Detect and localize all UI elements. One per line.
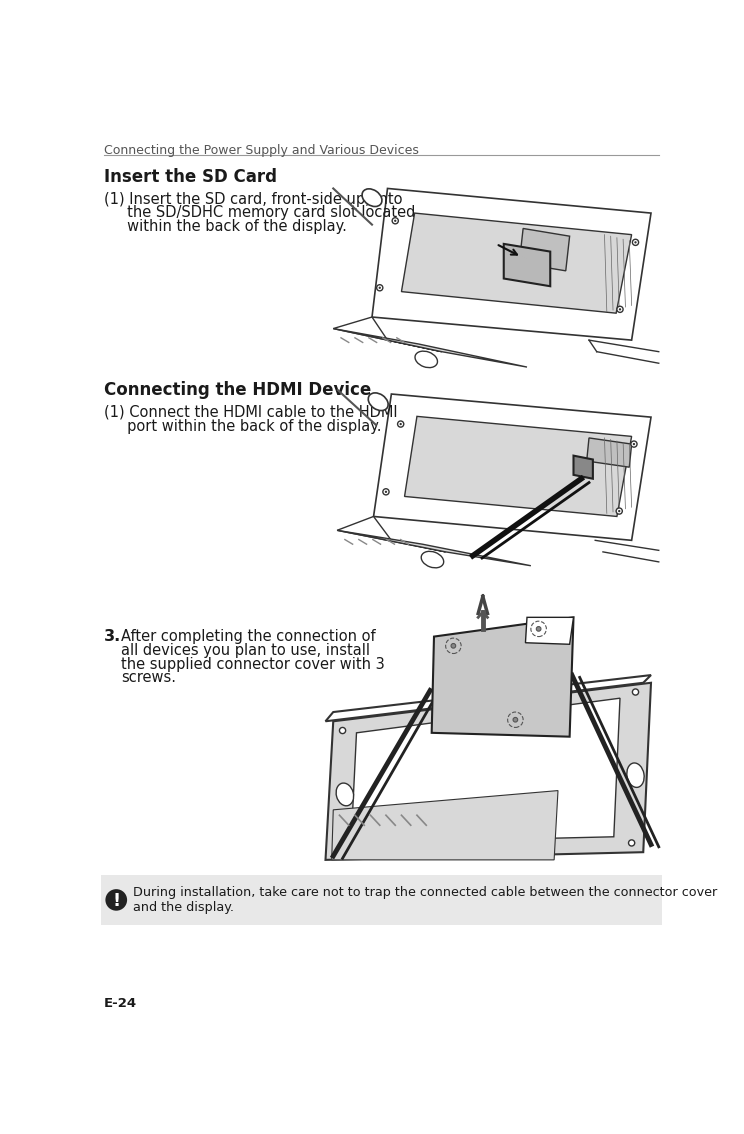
- Text: Insert the SD Card: Insert the SD Card: [104, 169, 277, 186]
- Text: (1) Connect the HDMI cable to the HDMI: (1) Connect the HDMI cable to the HDMI: [104, 405, 397, 420]
- Polygon shape: [337, 516, 446, 552]
- Polygon shape: [337, 531, 531, 566]
- Circle shape: [632, 689, 638, 695]
- Circle shape: [392, 218, 398, 223]
- Ellipse shape: [368, 392, 388, 411]
- Polygon shape: [332, 790, 558, 860]
- Circle shape: [334, 849, 340, 855]
- Text: Connecting the Power Supply and Various Devices: Connecting the Power Supply and Various …: [104, 144, 419, 156]
- Text: After completing the connection of: After completing the connection of: [121, 629, 376, 644]
- Circle shape: [617, 306, 623, 312]
- Circle shape: [513, 718, 518, 722]
- Circle shape: [616, 508, 622, 514]
- Ellipse shape: [336, 784, 353, 806]
- FancyBboxPatch shape: [100, 875, 662, 924]
- Ellipse shape: [362, 189, 382, 206]
- Text: 3.: 3.: [104, 629, 121, 644]
- Circle shape: [379, 287, 381, 289]
- Text: (1) Insert the SD card, front-side up, into: (1) Insert the SD card, front-side up, i…: [104, 192, 403, 206]
- Polygon shape: [432, 617, 574, 737]
- Ellipse shape: [627, 763, 644, 787]
- Text: screws.: screws.: [121, 670, 176, 685]
- Circle shape: [106, 889, 127, 911]
- Ellipse shape: [415, 352, 437, 367]
- Text: !: !: [112, 891, 121, 909]
- Text: and the display.: and the display.: [133, 900, 234, 914]
- Polygon shape: [372, 188, 651, 340]
- Circle shape: [451, 643, 456, 649]
- Circle shape: [400, 423, 402, 425]
- Ellipse shape: [421, 551, 443, 568]
- Polygon shape: [525, 617, 574, 644]
- Polygon shape: [333, 329, 527, 367]
- Polygon shape: [402, 213, 632, 313]
- Circle shape: [383, 489, 389, 494]
- Circle shape: [619, 308, 621, 311]
- Circle shape: [394, 220, 397, 222]
- Circle shape: [632, 239, 638, 245]
- Polygon shape: [574, 456, 593, 479]
- Text: E-24: E-24: [104, 997, 137, 1010]
- Polygon shape: [504, 244, 551, 286]
- Polygon shape: [405, 416, 632, 516]
- Circle shape: [633, 443, 635, 446]
- Text: all devices you plan to use, install: all devices you plan to use, install: [121, 643, 370, 658]
- Text: Connecting the HDMI Device: Connecting the HDMI Device: [104, 381, 371, 399]
- Polygon shape: [587, 438, 632, 467]
- Polygon shape: [326, 683, 651, 860]
- Text: During installation, take care not to trap the connected cable between the conne: During installation, take care not to tr…: [133, 886, 717, 899]
- Text: the supplied connector cover with 3: the supplied connector cover with 3: [121, 657, 385, 671]
- Text: port within the back of the display.: port within the back of the display.: [104, 418, 382, 433]
- Circle shape: [536, 627, 541, 632]
- Circle shape: [635, 242, 637, 244]
- Polygon shape: [519, 228, 570, 271]
- Circle shape: [385, 491, 387, 493]
- Circle shape: [629, 840, 635, 846]
- Polygon shape: [333, 318, 442, 352]
- Polygon shape: [373, 393, 651, 540]
- Polygon shape: [351, 699, 620, 843]
- Circle shape: [631, 441, 637, 447]
- Circle shape: [618, 510, 620, 513]
- Polygon shape: [326, 675, 651, 721]
- Circle shape: [376, 285, 383, 290]
- Text: within the back of the display.: within the back of the display.: [104, 219, 347, 235]
- Circle shape: [339, 727, 346, 734]
- Circle shape: [397, 421, 404, 428]
- Text: the SD/SDHC memory card slot located: the SD/SDHC memory card slot located: [104, 205, 415, 220]
